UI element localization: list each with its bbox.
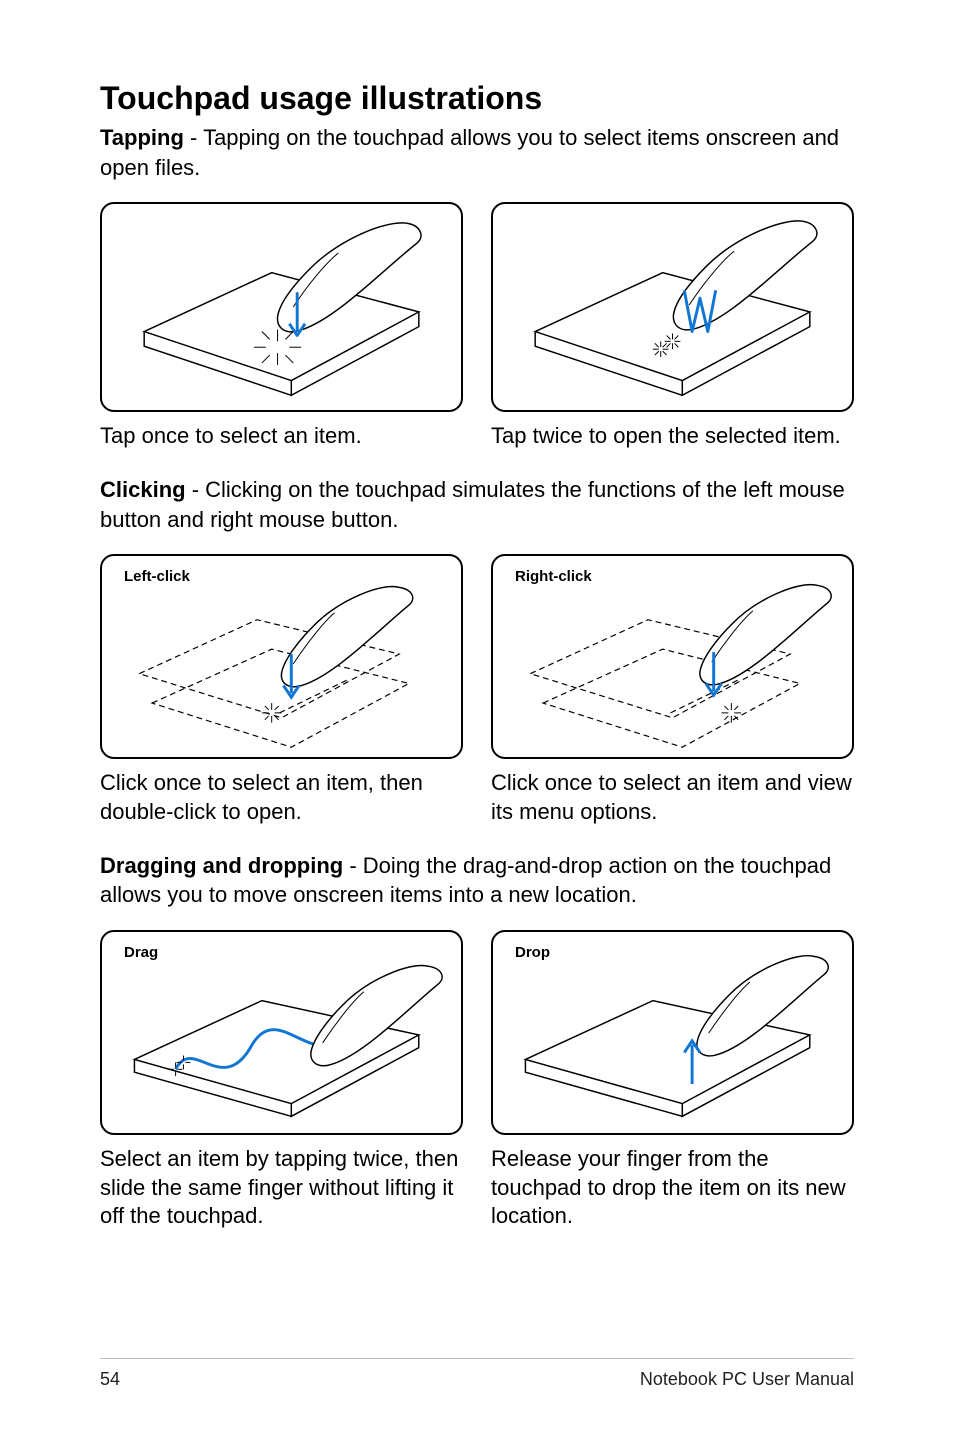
tapping-row: Tap once to select an item. bbox=[100, 202, 854, 451]
clicking-text: - Clicking on the touchpad simulates the… bbox=[100, 477, 845, 532]
clicking-intro: Clicking - Clicking on the touchpad simu… bbox=[100, 475, 854, 534]
right-click-cell: Right-click Click once to sele bbox=[491, 554, 854, 826]
page-footer: 54 Notebook PC User Manual bbox=[100, 1358, 854, 1390]
right-click-label: Right-click bbox=[515, 568, 592, 585]
left-click-illustration: Left-click bbox=[100, 554, 463, 759]
right-click-caption: Click once to select an item and view it… bbox=[491, 769, 854, 826]
right-click-illustration: Right-click bbox=[491, 554, 854, 759]
tapping-intro: Tapping - Tapping on the touchpad allows… bbox=[100, 123, 854, 182]
page-number: 54 bbox=[100, 1369, 120, 1390]
tap-once-illustration bbox=[100, 202, 463, 412]
drag-cell: Drag bbox=[100, 930, 463, 1231]
drop-illustration: Drop bbox=[491, 930, 854, 1135]
tapping-text: - Tapping on the touchpad allows you to … bbox=[100, 125, 839, 180]
drop-cell: Drop Release your finger from the touchp… bbox=[491, 930, 854, 1231]
tap-twice-illustration bbox=[491, 202, 854, 412]
clicking-row: Left-click Click once bbox=[100, 554, 854, 826]
tap-once-caption: Tap once to select an item. bbox=[100, 422, 463, 451]
drop-label: Drop bbox=[515, 944, 550, 961]
tap-twice-caption: Tap twice to open the selected item. bbox=[491, 422, 854, 451]
drag-illustration: Drag bbox=[100, 930, 463, 1135]
left-click-cell: Left-click Click once bbox=[100, 554, 463, 826]
drag-label: Drag bbox=[124, 944, 158, 961]
clicking-label: Clicking bbox=[100, 477, 186, 502]
drag-caption: Select an item by tapping twice, then sl… bbox=[100, 1145, 463, 1231]
dragging-label: Dragging and dropping bbox=[100, 853, 343, 878]
tapping-label: Tapping bbox=[100, 125, 184, 150]
footer-title: Notebook PC User Manual bbox=[640, 1369, 854, 1390]
page-heading: Touchpad usage illustrations bbox=[100, 80, 854, 117]
dragging-intro: Dragging and dropping - Doing the drag-a… bbox=[100, 851, 854, 910]
drop-caption: Release your finger from the touchpad to… bbox=[491, 1145, 854, 1231]
tap-twice-cell: Tap twice to open the selected item. bbox=[491, 202, 854, 451]
tap-once-cell: Tap once to select an item. bbox=[100, 202, 463, 451]
dragging-row: Drag bbox=[100, 930, 854, 1231]
left-click-label: Left-click bbox=[124, 568, 190, 585]
left-click-caption: Click once to select an item, then doubl… bbox=[100, 769, 463, 826]
